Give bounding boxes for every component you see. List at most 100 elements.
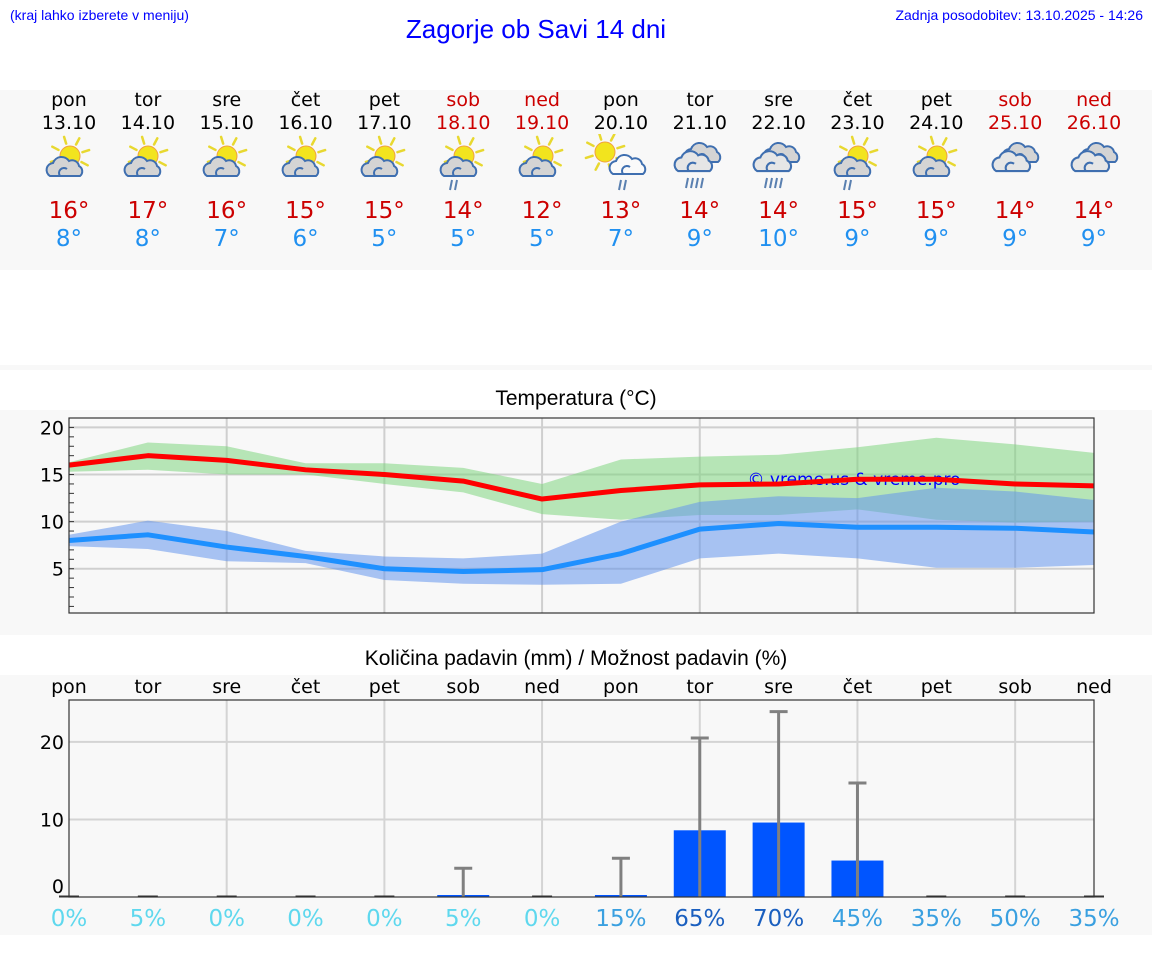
y-tick-label: 10 [40,512,64,534]
y-tick-label: 0 [52,876,64,898]
max-temperature: 14° [994,198,1036,224]
max-temperature: 15° [837,198,878,224]
precipitation-chart-title: Količina padavin (mm) / Možnost padavin … [364,647,788,670]
precipitation-probability: 0% [366,906,403,932]
precipitation-probability: 0% [524,906,561,932]
y-tick-label: 15 [40,465,64,487]
day-date: 19.10 [514,112,570,134]
min-temperature: 7° [213,226,240,252]
day-date: 24.10 [909,112,964,134]
day-name: pon [603,89,639,111]
day-name: čet [842,89,873,111]
min-temperature: 5° [371,226,398,252]
x-tick-label: tor [686,676,713,698]
max-temperature: 13° [600,198,642,224]
precipitation-probability: 70% [753,906,804,932]
max-temperature: 15° [363,198,405,224]
last-update: Zadnja posodobitev: 13.10.2025 - 14:26 [895,7,1143,23]
min-temperature: 10° [758,226,799,252]
cloudy-rain-icon [660,134,739,196]
day-name: sob [998,89,1032,111]
divider [0,365,1152,370]
day-date: 22.10 [751,112,806,134]
day-date: 25.10 [987,112,1043,134]
precipitation-probability: 35% [1068,906,1119,932]
min-temperature: 5° [528,226,556,252]
day-date: 18.10 [436,112,491,134]
x-tick-label: pet [921,676,952,698]
partly-cloudy-icon [503,134,582,196]
min-temperature: 7° [607,226,634,252]
location-menu-hint: (kraj lahko izberete v meniju) [10,7,189,23]
day-name: sre [212,89,242,111]
precipitation-probability: 45% [832,906,883,932]
partly-cloudy-icon [266,134,345,196]
forecast-strip [0,90,1152,270]
precipitation-probability: 5% [130,906,167,932]
max-temperature: 17° [127,198,169,224]
precipitation-probability: 50% [990,906,1041,932]
x-tick-label: tor [134,676,161,698]
x-tick-label: sre [212,676,241,698]
max-temperature: 14° [442,198,484,224]
y-tick-label: 5 [52,559,64,581]
min-temperature: 5° [450,226,477,252]
plot-border [68,417,1095,614]
day-date: 23.10 [830,112,885,134]
day-date: 20.10 [593,112,649,134]
sun-cloud-rain-icon [581,131,660,196]
max-temperature: 16° [206,198,248,224]
day-name: pet [368,89,400,111]
x-tick-label: sob [998,676,1032,698]
min-temperature: 9° [923,226,950,252]
min-temperature: 9° [686,226,713,252]
max-temperature: 14° [758,198,799,224]
day-date: 15.10 [199,112,254,134]
y-tick-label: 20 [40,417,64,439]
precipitation-probability: 5% [445,906,482,932]
min-temperature: 9° [844,226,871,252]
precipitation-probability: 0% [51,906,88,932]
x-tick-label: čet [291,676,321,698]
max-temperature: 16° [48,198,90,224]
max-temperature: 12° [521,198,563,224]
day-name: tor [686,89,714,111]
temperature-chart-title: Temperatura (°C) [495,387,657,410]
max-temperature: 14° [1073,198,1115,224]
day-name: ned [1076,89,1112,111]
partly-cloudy-light-rain-icon [818,134,897,196]
partly-cloudy-light-rain-icon [424,134,503,196]
max-temperature: 14° [679,198,721,224]
min-temperature-line [68,521,1095,575]
day-date: 14.10 [120,112,176,134]
overcast-icon [976,134,1055,196]
partly-cloudy-icon [897,134,976,196]
precipitation-probability: 65% [674,906,725,932]
day-date: 16.10 [278,112,333,134]
day-name: sre [764,89,794,111]
min-temperature: 9° [1002,226,1029,252]
x-tick-label: ned [524,676,560,698]
y-tick-label: 10 [40,809,64,831]
plot-border [68,699,1095,898]
page-title: Zagorje ob Savi 14 dni [405,14,667,44]
day-date: 17.10 [357,112,412,134]
plot-area [69,700,1094,897]
day-name: pon [51,89,87,111]
x-tick-label: čet [843,676,873,698]
min-temperature: 6° [292,226,319,252]
x-tick-label: pet [369,676,400,698]
day-date: 26.10 [1066,112,1122,134]
day-date: 13.10 [41,112,97,134]
day-name: čet [290,89,321,111]
min-temperature: 8° [55,226,83,252]
precipitation-probability: 35% [911,906,962,932]
partly-cloudy-icon [345,134,424,196]
max-temperature: 15° [915,198,957,224]
x-tick-label: sre [764,676,793,698]
cloudy-rain-icon [739,134,818,196]
max-temperature: 15° [285,198,326,224]
day-name: pet [920,89,952,111]
min-temperature: 9° [1080,226,1108,252]
